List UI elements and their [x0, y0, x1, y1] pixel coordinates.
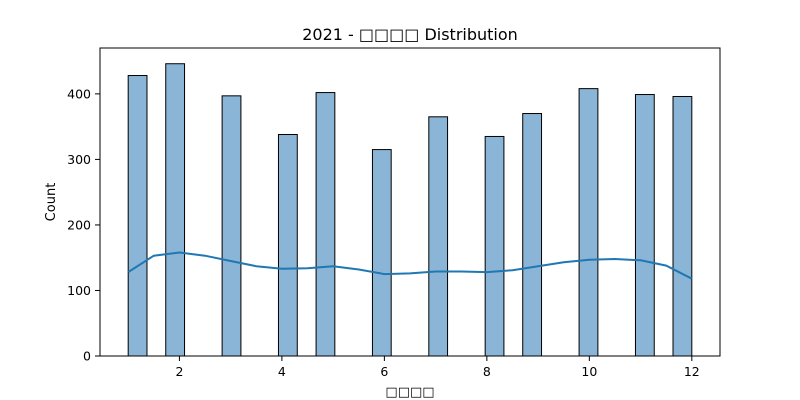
axes-frame: [99, 47, 721, 357]
y-tick-label: 100: [67, 283, 91, 298]
y-tick-label: 200: [67, 217, 91, 232]
plot-area: [127, 63, 693, 357]
histogram-bar-8: [484, 135, 505, 357]
y-tick-label: 400: [67, 86, 91, 101]
histogram-bar-5: [315, 92, 336, 357]
x-axis-ticks: 2 4 6 8 10 12: [175, 356, 700, 379]
x-tick-label: 10: [581, 364, 597, 379]
y-tick-label: 0: [83, 349, 91, 364]
histogram-bar-2: [165, 63, 186, 357]
y-tick-label: 300: [67, 152, 91, 167]
histogram-bar-6: [371, 149, 392, 357]
histogram-bar-12: [672, 95, 693, 357]
x-tick-label: 4: [278, 364, 286, 379]
kde-curve: [127, 251, 693, 280]
x-axis-label: □□□□: [385, 385, 434, 400]
x-tick-label: 6: [380, 364, 388, 379]
histogram-bar-1: [127, 75, 148, 357]
y-axis-ticks: 0 100 200 300 400: [67, 86, 100, 364]
x-tick-label: 2: [175, 364, 183, 379]
histogram-bar-4: [277, 134, 298, 357]
histogram-bar-9: [522, 113, 543, 357]
histogram-bar-11: [634, 94, 655, 357]
histogram-bar-7: [428, 116, 449, 357]
histogram-bar-3: [221, 95, 242, 357]
histogram-bar-10: [578, 88, 599, 357]
chart-title: 2021 - □□□□ Distribution: [302, 25, 518, 44]
x-tick-label: 12: [684, 364, 700, 379]
x-tick-label: 8: [483, 364, 491, 379]
y-axis-label: Count: [44, 183, 59, 222]
